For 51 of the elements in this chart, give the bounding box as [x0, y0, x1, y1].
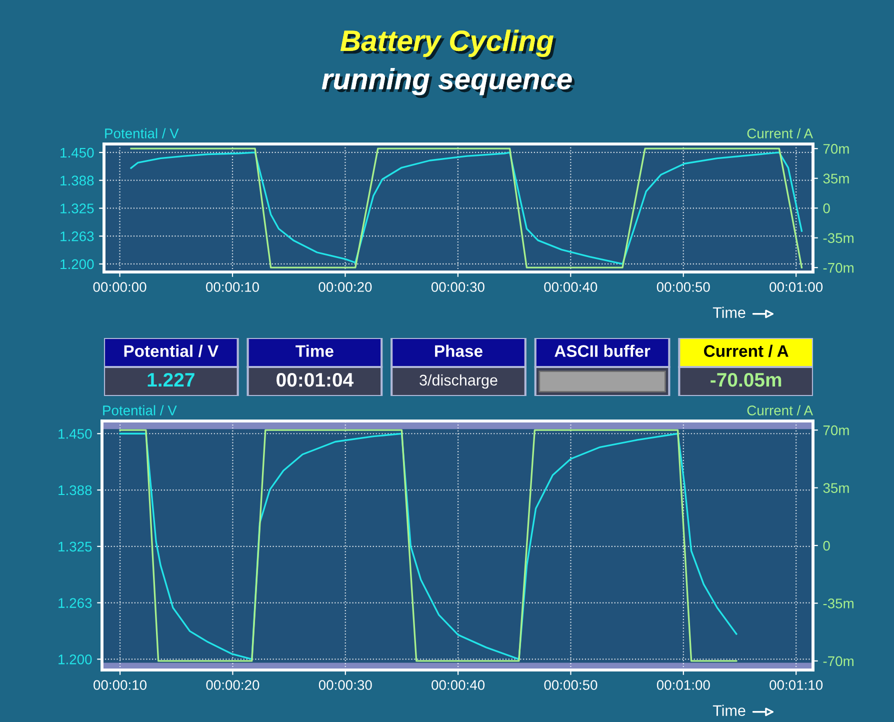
- y2-tick-label: -35m: [823, 598, 854, 608]
- y-tick-label: 1.388: [60, 176, 94, 186]
- x-tick-label: 00:00:10: [94, 680, 147, 690]
- y-tick-label: 1.325: [58, 542, 92, 552]
- y2-tick-label: 70m: [823, 144, 849, 154]
- text: 00:01:04: [276, 372, 354, 387]
- y-tick-label: 1.450: [58, 428, 92, 439]
- chart-subtitle: running sequence: [322, 68, 575, 98]
- x-tick-label: 00:00:20: [318, 282, 372, 292]
- x-tick-label: 00:00:10: [206, 282, 259, 292]
- y2-tick-label: 0: [823, 540, 830, 551]
- text: 3/discharge: [420, 374, 498, 389]
- y2-tick-label: 0: [823, 203, 830, 214]
- x-tick-label: 00:00:20: [206, 680, 260, 690]
- y-tick-label: 1.388: [58, 485, 92, 496]
- chart-title: Battery Cycling: [340, 30, 556, 60]
- y2-tick-label: 70m: [823, 425, 849, 436]
- x-axis-title: Time: [712, 704, 746, 716]
- y-tick-label: 1.263: [60, 231, 94, 242]
- y-tick-label: 1.200: [60, 259, 94, 270]
- category-label: Potential / V: [124, 344, 218, 358]
- category-label: Time: [296, 344, 334, 357]
- y-tick-label: 1.450: [60, 148, 94, 158]
- x-tick-label: 00:00:50: [656, 282, 710, 292]
- text: 1.227: [148, 372, 194, 387]
- x-axis-title: Time: [712, 306, 746, 318]
- category-label: ASCII buffer: [554, 344, 650, 357]
- x-tick-label: 00:00:30: [318, 680, 372, 690]
- y2-axis-title: Current / A: [747, 405, 813, 416]
- text: -70.05m: [710, 372, 782, 387]
- y2-axis-title: Current / A: [747, 128, 813, 138]
- x-tick-label: 00:01:00: [656, 680, 710, 690]
- y2-tick-label: -70m: [823, 656, 854, 666]
- x-tick-label: 00:00:50: [544, 680, 598, 690]
- y-tick-label: 1.263: [58, 598, 92, 608]
- y-tick-label: 1.200: [58, 654, 92, 664]
- y-axis-title: Potential / V: [105, 128, 179, 138]
- y2-tick-label: -35m: [823, 233, 854, 243]
- x-tick-label: 00:01:10: [770, 680, 823, 690]
- x-tick-label: 00:00:00: [93, 282, 146, 292]
- category-label: Phase: [435, 344, 482, 357]
- x-tick-label: 00:00:40: [544, 282, 598, 292]
- x-tick-label: 00:00:40: [432, 680, 485, 690]
- category-label: Current / A: [704, 344, 788, 358]
- y2-tick-label: -70m: [823, 262, 854, 273]
- y-axis-title: Potential / V: [103, 405, 177, 416]
- x-tick-label: 00:01:00: [770, 282, 823, 292]
- y-tick-label: 1.325: [60, 204, 94, 214]
- y2-tick-label: 35m: [823, 174, 849, 184]
- y2-tick-label: 35m: [823, 483, 849, 493]
- x-tick-label: 00:00:30: [431, 282, 484, 292]
